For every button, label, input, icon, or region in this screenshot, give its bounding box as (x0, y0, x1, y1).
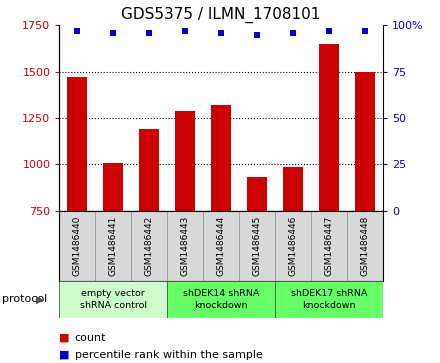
Bar (239, 211, 275, 281)
Bar (131, 211, 167, 281)
Text: GSM1486448: GSM1486448 (360, 216, 369, 276)
Bar (275, 281, 383, 318)
Bar (167, 211, 203, 281)
Text: ■: ■ (59, 350, 70, 360)
Bar (311, 211, 347, 281)
Bar (319, 44, 339, 211)
Text: shDEK14 shRNA
knockdown: shDEK14 shRNA knockdown (183, 289, 259, 310)
Title: GDS5375 / ILMN_1708101: GDS5375 / ILMN_1708101 (121, 7, 321, 23)
Bar (247, 177, 267, 211)
Text: GSM1486445: GSM1486445 (253, 216, 261, 276)
Bar (347, 211, 383, 281)
Bar (67, 77, 87, 211)
Point (253, 32, 260, 38)
Bar (59, 281, 167, 318)
Bar (167, 281, 275, 318)
Point (290, 30, 297, 36)
Text: GSM1486440: GSM1486440 (73, 216, 82, 276)
Bar (355, 72, 375, 211)
Bar (103, 163, 123, 211)
Bar (283, 167, 303, 211)
Point (326, 28, 333, 34)
Point (110, 30, 117, 36)
Bar (59, 211, 95, 281)
Text: GSM1486441: GSM1486441 (109, 216, 118, 276)
Bar (175, 111, 195, 211)
Text: ■: ■ (59, 333, 70, 343)
Point (74, 28, 81, 34)
Text: ▶: ▶ (36, 294, 44, 305)
Text: shDEK17 shRNA
knockdown: shDEK17 shRNA knockdown (291, 289, 367, 310)
Bar (203, 211, 239, 281)
Text: GSM1486446: GSM1486446 (289, 216, 297, 276)
Text: protocol: protocol (2, 294, 48, 305)
Text: GSM1486447: GSM1486447 (324, 216, 334, 276)
Point (182, 28, 189, 34)
Text: count: count (75, 333, 106, 343)
Point (361, 28, 368, 34)
Text: empty vector
shRNA control: empty vector shRNA control (80, 289, 147, 310)
Bar (95, 211, 131, 281)
Text: GSM1486443: GSM1486443 (181, 216, 190, 276)
Text: GSM1486442: GSM1486442 (145, 216, 154, 276)
Text: GSM1486444: GSM1486444 (216, 216, 226, 276)
Text: percentile rank within the sample: percentile rank within the sample (75, 350, 263, 360)
Bar (139, 129, 159, 211)
Bar (275, 211, 311, 281)
Point (146, 30, 153, 36)
Point (218, 30, 225, 36)
Bar (211, 105, 231, 211)
